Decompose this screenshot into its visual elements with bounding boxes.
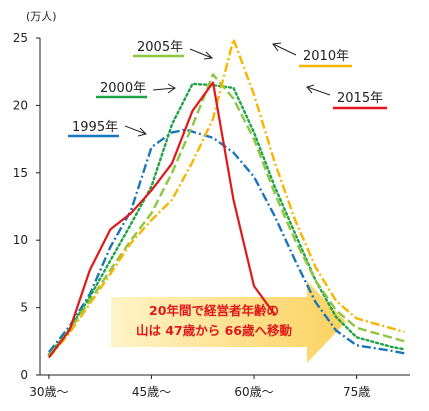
legend-2005-label: 2005年 (137, 40, 183, 55)
y-tick-label-10: 10 (13, 233, 28, 247)
legend-2010-label: 2010年 (303, 49, 349, 64)
x-tick-label-75: 75歳 (343, 385, 370, 399)
x-tick-label-30: 30歳〜 (29, 385, 68, 399)
x-axis: 30歳〜 45歳〜 60歳〜 75歳 (29, 374, 410, 399)
legend-2015-pointer (306, 86, 331, 96)
legend-2000: 2000年 (96, 81, 176, 99)
legend-2015-pointer-head (306, 84, 315, 94)
annotation-line-1: 20年間で経営者年齢の (149, 303, 279, 318)
y-tick-label-5: 5 (20, 301, 28, 315)
y-tick-label-25: 25 (13, 31, 28, 45)
legend-2000-label: 2000年 (100, 81, 146, 96)
legend-1995-pointer-head (137, 127, 147, 137)
legend-2010: 2010年 (272, 42, 352, 68)
legend-1995: 1995年 (68, 120, 147, 138)
y-axis-unit-label: (万人) (26, 10, 57, 23)
legend-2005-pointer (189, 48, 213, 59)
legend-2010-pointer (272, 43, 297, 56)
legend-2000-pointer (152, 87, 176, 91)
legend-1995-label: 1995年 (72, 120, 118, 135)
series-line-2010 (47, 38, 405, 359)
legend: 2005年 2000年 1995年 2010年 2015年 (68, 40, 387, 138)
y-tick-label-15: 15 (13, 166, 28, 180)
shift-annotation: 20年間で経営者年齢の 山は 47歳から 66歳へ移動 (111, 281, 346, 363)
series-line-2005 (47, 73, 405, 357)
legend-2005: 2005年 (133, 40, 214, 60)
annotation-line-2: 山は 47歳から 66歳へ移動 (136, 323, 292, 338)
legend-2010-pointer-head (272, 42, 282, 52)
legend-2015: 2015年 (306, 84, 387, 110)
legend-2005-pointer-head (203, 51, 214, 60)
x-tick-label-60: 60歳〜 (234, 385, 273, 399)
series-lines (47, 38, 406, 359)
legend-2000-pointer-head (167, 83, 176, 94)
y-tick-label-20: 20 (13, 98, 28, 112)
y-axis: (万人) 0 5 10 15 20 25 (13, 10, 57, 382)
series-line-2015 (48, 81, 276, 359)
legend-2015-label: 2015年 (337, 91, 383, 106)
y-tick-label-0: 0 (20, 368, 28, 382)
legend-1995-pointer (124, 125, 147, 135)
x-tick-label-45: 45歳〜 (132, 385, 171, 399)
shift-arrow-shape (111, 281, 346, 363)
